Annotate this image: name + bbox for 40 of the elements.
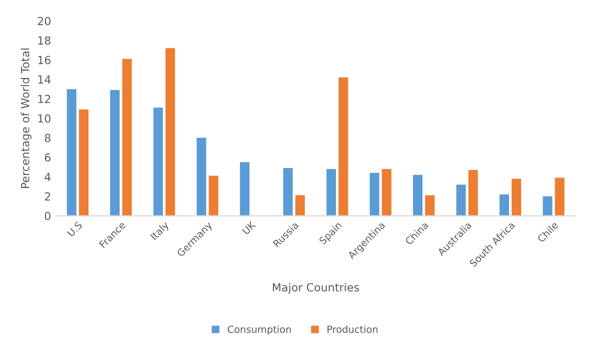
bar: [512, 178, 522, 216]
y-tick-label: 6: [44, 153, 50, 162]
x-tick-label: U.S: [66, 221, 83, 237]
bar: [283, 168, 293, 216]
bar: [110, 90, 120, 216]
y-tick-label: 8: [44, 134, 50, 142]
x-axis-title: Major Countries: [272, 282, 359, 294]
bar: [382, 168, 392, 216]
x-tick-label: UK: [242, 220, 256, 235]
bar: [370, 172, 380, 216]
y-tick-label: 2: [44, 192, 50, 200]
bar: [208, 176, 218, 216]
bar: [425, 195, 435, 216]
bar: [456, 184, 466, 216]
bar: [295, 195, 305, 216]
legend-label: Production: [328, 325, 378, 333]
legend-label: Consumption: [228, 325, 291, 335]
bar: [542, 196, 552, 216]
bar: [468, 170, 478, 216]
y-tick-label: 16: [38, 56, 50, 64]
y-tick-label: 4: [44, 172, 51, 182]
y-tick-label: 12: [38, 94, 50, 104]
bar: [240, 162, 250, 216]
bar: [338, 77, 348, 216]
bar: [122, 58, 132, 216]
y-tick-label: 14: [38, 75, 51, 84]
y-tick-label: 20: [38, 16, 50, 26]
y-tick-label: 18: [38, 36, 50, 45]
bar: [554, 178, 564, 216]
bar: [413, 174, 423, 216]
y-tick-label: 10: [38, 114, 50, 123]
bar: [326, 168, 336, 216]
y-axis-title: Percentage of World Total: [20, 48, 32, 188]
bar: [196, 138, 206, 216]
bar: [500, 194, 510, 216]
bar: [78, 110, 88, 216]
bar: [166, 48, 176, 216]
y-tick-label: 0: [44, 212, 50, 220]
bar: [66, 89, 76, 216]
bar: [153, 108, 163, 216]
